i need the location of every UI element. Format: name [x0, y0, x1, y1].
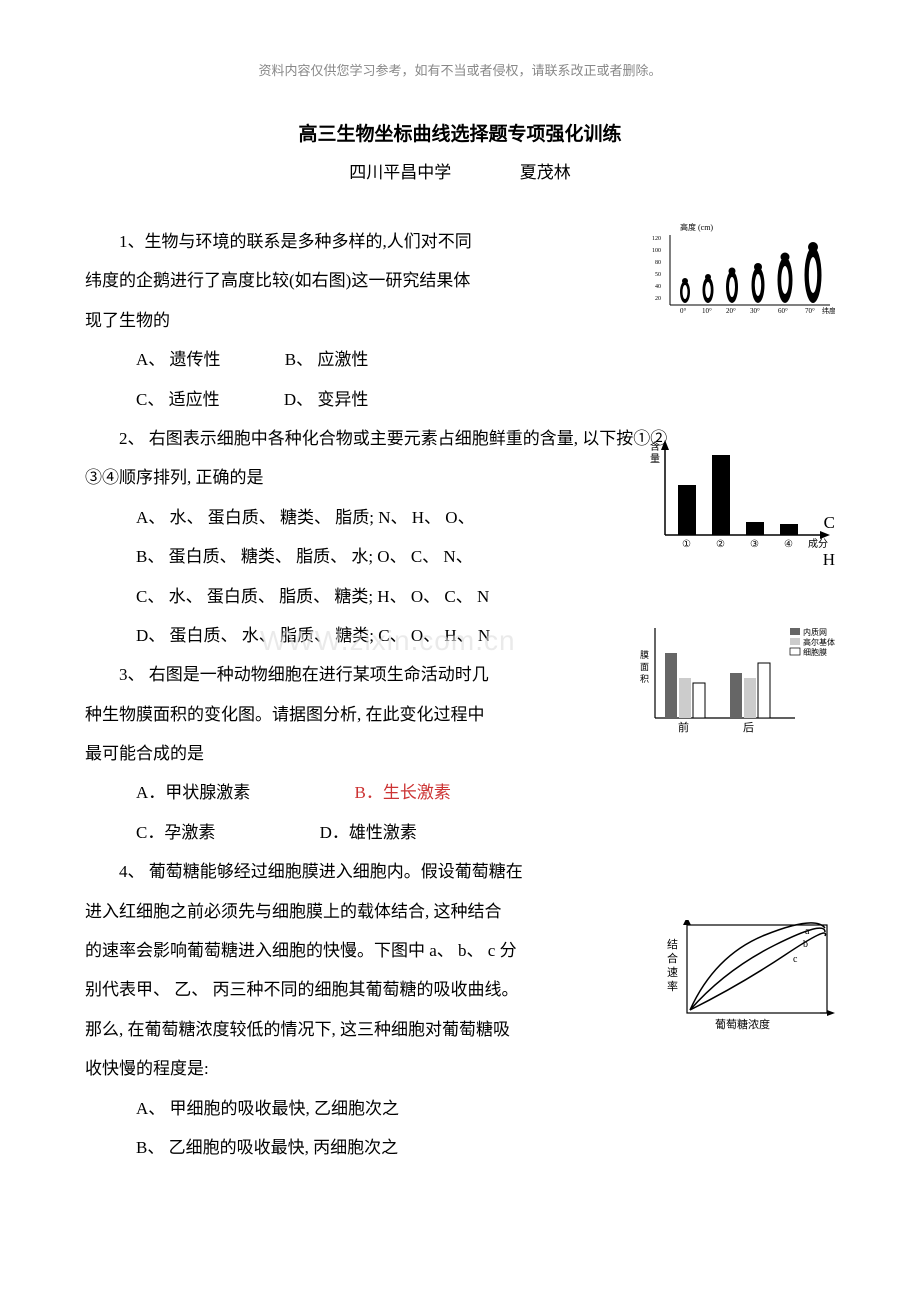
figure-bar2: 膜 面 积 前 后 内质网 高尔基体 细胞膜: [640, 618, 835, 738]
q3-optB: B．生长激素: [355, 774, 451, 811]
q1-optB: B、 应激性: [285, 341, 369, 378]
q3-optD: D．雄性激素: [320, 814, 417, 851]
svg-text:纬度: 纬度: [822, 306, 835, 315]
svg-text:30°: 30°: [750, 307, 760, 315]
penguin-icon: [703, 274, 714, 303]
svg-text:面: 面: [640, 662, 649, 672]
q4-optA: A、 甲细胞的吸收最快, 乙细胞次之: [85, 1090, 835, 1127]
svg-text:70°: 70°: [805, 307, 815, 315]
svg-text:10°: 10°: [702, 307, 712, 315]
page-subtitle: 四川平昌中学 夏茂林: [85, 158, 835, 183]
svg-text:葡萄糖浓度: 葡萄糖浓度: [715, 1017, 770, 1031]
svg-text:高尔基体: 高尔基体: [803, 637, 835, 647]
svg-text:膜: 膜: [640, 650, 649, 660]
q3-optC: C．孕激素: [136, 814, 215, 851]
q4-line4: 别代表甲、 乙、 丙三种不同的细胞其葡萄糖的吸收曲线。: [85, 971, 565, 1008]
svg-text:100: 100: [652, 248, 661, 254]
bar-before-3: [693, 683, 705, 718]
bar-3: [746, 522, 764, 535]
q3-options-row1: A．甲状腺激素 B．生长激素: [85, 774, 835, 811]
svg-text:后: 后: [743, 721, 754, 734]
figure-penguin: 高度 (cm) 120 100 80 50 40 20: [650, 220, 835, 315]
svg-text:速: 速: [667, 966, 678, 979]
bar-after-3: [758, 663, 770, 718]
svg-text:②: ②: [716, 539, 725, 550]
penguin-ylabel: 高度 (cm): [680, 222, 713, 232]
bar-before-2: [679, 678, 691, 718]
q3-options-row2: C．孕激素 D．雄性激素: [85, 814, 835, 851]
penguin-icon: [805, 242, 822, 303]
q2-optC: C、 水、 蛋白质、 脂质、 糖类; H、 O、 C、 N: [85, 578, 835, 615]
svg-text:40: 40: [655, 284, 661, 290]
q4-line1: 4、 葡萄糖能够经过细胞膜进入细胞内。假设葡萄糖在: [85, 853, 835, 890]
subtitle-author: 夏茂林: [520, 163, 571, 182]
svg-text:量: 量: [650, 453, 660, 465]
svg-text:积: 积: [640, 673, 649, 684]
svg-text:20°: 20°: [726, 307, 736, 315]
bar-2: [712, 455, 730, 535]
q1-optC: C、 适应性: [136, 381, 220, 418]
q4-line6: 收快慢的程度是:: [85, 1050, 835, 1087]
svg-text:前: 前: [678, 720, 689, 734]
bar-after-1: [730, 673, 742, 718]
q4-line3: 的速率会影响葡萄糖进入细胞的快慢。下图中 a、 b、 c 分: [85, 932, 565, 969]
svg-text:60°: 60°: [778, 307, 788, 315]
penguin-icon: [752, 263, 765, 303]
penguin-icon: [778, 253, 793, 304]
figure-curve: 结 合 速 率 a b c 葡萄糖浓度: [665, 920, 835, 1040]
svg-text:③: ③: [750, 539, 759, 550]
q4-optB: B、 乙细胞的吸收最快, 丙细胞次之: [85, 1129, 835, 1166]
svg-text:120: 120: [652, 236, 661, 242]
q1-optA: A、 遗传性: [136, 341, 221, 378]
q1-optD: D、 变异性: [284, 381, 369, 418]
svg-text:内质网: 内质网: [803, 627, 827, 637]
q1-options-row2: C、 适应性 D、 变异性: [85, 381, 835, 418]
svg-text:④: ④: [784, 539, 793, 550]
svg-text:b: b: [803, 939, 808, 950]
bar-after-2: [744, 678, 756, 718]
svg-text:80: 80: [655, 260, 661, 266]
svg-text:0°: 0°: [680, 307, 687, 315]
svg-text:细胞膜: 细胞膜: [803, 647, 827, 657]
svg-text:含: 含: [650, 440, 660, 453]
q1-options-row1: A、 遗传性 B、 应激性: [85, 341, 835, 378]
header-note: 资料内容仅供您学习参考，如有不当或者侵权，请联系改正或者删除。: [85, 60, 835, 79]
bar-1: [678, 485, 696, 535]
q4-line2: 进入红细胞之前必须先与细胞膜上的载体结合, 这种结合: [85, 893, 565, 930]
subtitle-school: 四川平昌中学: [349, 163, 451, 182]
q3-line3: 最可能合成的是: [85, 735, 835, 772]
svg-text:c: c: [793, 954, 798, 965]
svg-text:20: 20: [655, 296, 661, 302]
svg-text:率: 率: [667, 979, 678, 993]
penguin-icon: [726, 268, 738, 304]
penguin-icon: [680, 278, 690, 303]
svg-text:a: a: [805, 926, 810, 937]
bar-4: [780, 524, 798, 535]
svg-text:①: ①: [682, 539, 691, 550]
q2-right-h: H: [823, 550, 835, 570]
figure-bar1: 含 量 ① ② ③ ④ 成分: [650, 440, 835, 550]
svg-text:50: 50: [655, 272, 661, 278]
svg-text:结: 结: [667, 938, 678, 951]
page-title: 高三生物坐标曲线选择题专项强化训练: [85, 119, 835, 146]
q3-optA: A．甲状腺激素: [136, 774, 250, 811]
bar-before-1: [665, 653, 677, 718]
svg-text:成分: 成分: [808, 538, 828, 550]
svg-text:合: 合: [667, 951, 678, 965]
